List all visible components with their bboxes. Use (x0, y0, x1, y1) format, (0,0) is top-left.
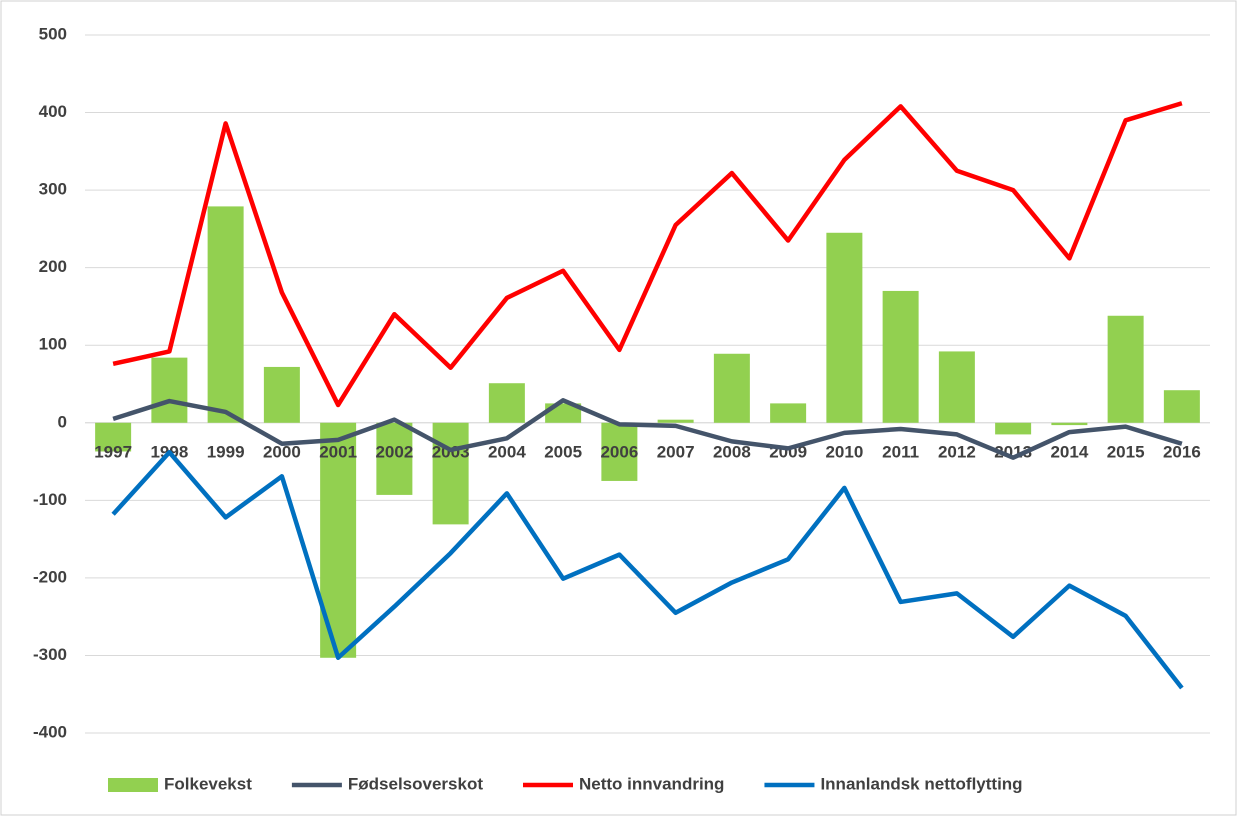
bar (95, 422, 132, 452)
bar (657, 419, 694, 423)
x-tick-label: 2007 (657, 442, 695, 461)
x-tick-label: 2014 (1050, 442, 1088, 461)
bar (207, 206, 244, 423)
bar (938, 351, 975, 423)
x-tick-label: 2013 (994, 442, 1032, 461)
y-tick-label: 300 (39, 180, 67, 199)
x-tick-label: 2001 (319, 442, 357, 461)
bar (1107, 315, 1144, 423)
x-tick-label: 2006 (600, 442, 638, 461)
x-tick-label: 1999 (207, 442, 245, 461)
x-tick-label: 2011 (882, 442, 919, 461)
y-tick-label: -400 (33, 722, 67, 741)
bar (151, 357, 188, 423)
x-tick-label: 2016 (1163, 442, 1201, 461)
bar (263, 366, 300, 423)
x-tick-label: 2004 (488, 442, 526, 461)
y-tick-label: -100 (33, 490, 67, 509)
x-tick-label: 1997 (94, 442, 132, 461)
bar (488, 383, 525, 423)
bar (882, 290, 919, 423)
x-tick-label: 2010 (825, 442, 863, 461)
legend-label: Fødselsoverskot (348, 774, 483, 793)
x-tick-label: 2005 (544, 442, 582, 461)
y-tick-label: 500 (39, 24, 67, 43)
bar (826, 232, 863, 423)
y-tick-label: 200 (39, 257, 67, 276)
x-tick-label: 2008 (713, 442, 751, 461)
x-tick-label: 2012 (938, 442, 976, 461)
x-tick-label: 2015 (1107, 442, 1145, 461)
y-tick-label: -300 (33, 645, 67, 664)
bar (1163, 390, 1200, 423)
y-tick-label: -200 (33, 567, 67, 586)
legend-swatch (108, 778, 158, 792)
bar (995, 422, 1032, 435)
y-tick-label: 400 (39, 102, 67, 121)
x-tick-label: 2000 (263, 442, 301, 461)
y-tick-label: 100 (39, 335, 67, 354)
bar (432, 422, 469, 525)
legend-label: Folkevekst (164, 774, 252, 793)
y-tick-label: 0 (58, 412, 67, 431)
legend-label: Netto innvandring (579, 774, 724, 793)
bar (770, 403, 807, 423)
line-series (111, 449, 1184, 690)
bar (1051, 422, 1088, 426)
legend-label: Innanlandsk nettoflytting (820, 774, 1022, 793)
bar (376, 422, 413, 495)
bar (713, 353, 750, 423)
bar (601, 422, 638, 481)
x-tick-label: 2002 (375, 442, 413, 461)
line-series (112, 398, 1183, 460)
line-series (112, 101, 1183, 408)
